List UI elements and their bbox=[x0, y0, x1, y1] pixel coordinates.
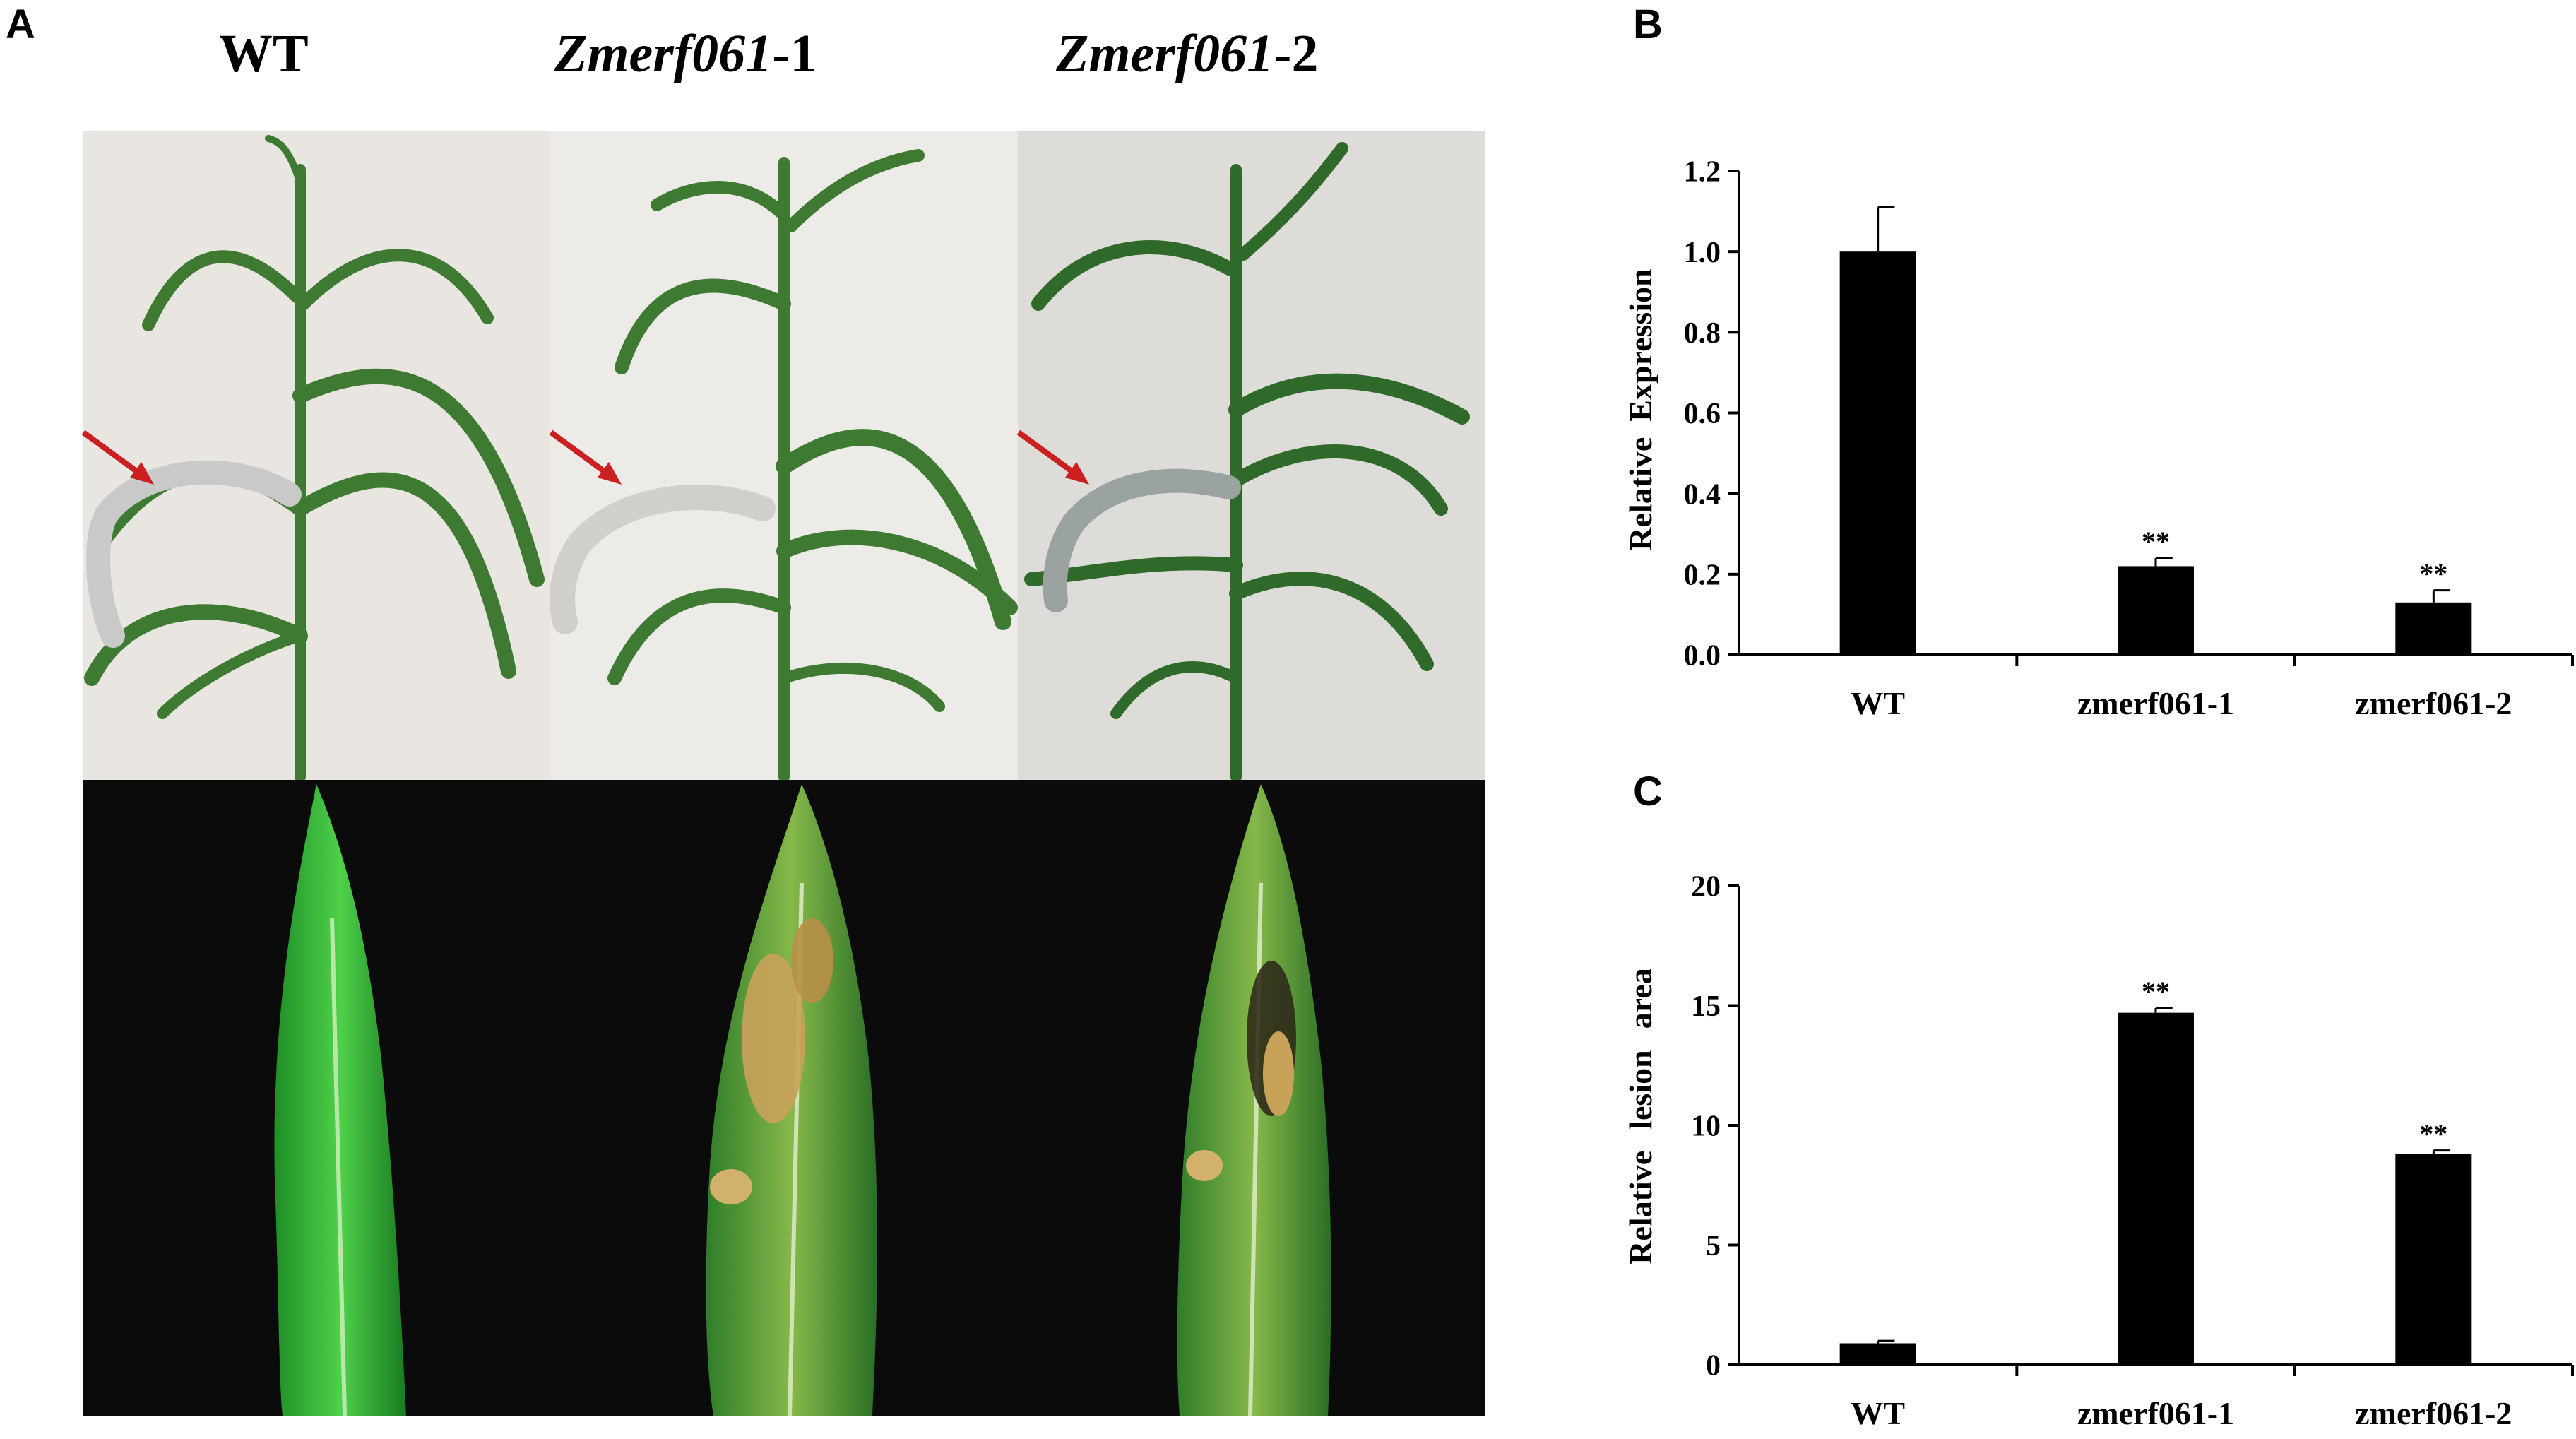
y-tick-label: 1.0 bbox=[1684, 237, 1721, 269]
y-tick-label: 10 bbox=[1691, 1111, 1721, 1143]
genotype-label-zmerf061-2: Zmerf061-2 bbox=[1056, 27, 1318, 81]
x-category-label: zmerf061-1 bbox=[2077, 685, 2234, 721]
x-category-label: zmerf061-1 bbox=[2077, 1395, 2234, 1431]
y-axis-label-word: Expression bbox=[1622, 268, 1658, 421]
chart-relative-expression: 0.0 0.2 0.4 0.6 0.8 1.0 1.2 WT ** zmerf061-1 ** zme… bbox=[1622, 156, 2574, 721]
infected-leaf-zmerf061-2 bbox=[1043, 468, 1241, 612]
plant-photo-wt bbox=[83, 131, 550, 780]
x-category-label: WT bbox=[1851, 1395, 1905, 1431]
plant-photo-zmerf061-2 bbox=[1018, 131, 1485, 780]
bar-WT bbox=[1839, 1343, 1916, 1365]
x-category-label: WT bbox=[1851, 685, 1905, 721]
y-axis-label-text: Relative Expression bbox=[1622, 268, 1658, 550]
bar-WT bbox=[1839, 251, 1916, 655]
significance-label: ** bbox=[2142, 976, 2170, 1007]
arrow-icon bbox=[81, 430, 1089, 485]
y-tick-label: 0.4 bbox=[1684, 478, 1721, 511]
y-axis-label: Relative lesion area bbox=[1622, 968, 1658, 1264]
significance-label: ** bbox=[2419, 558, 2447, 590]
lesion bbox=[710, 1169, 752, 1204]
y-tick-label: 0 bbox=[1706, 1350, 1721, 1382]
leaf-zmerf061-2 bbox=[1177, 784, 1331, 1416]
y-axis-label-word: Relative bbox=[1622, 1151, 1658, 1265]
lesion bbox=[1186, 1150, 1223, 1181]
x-category-label: zmerf061-2 bbox=[2355, 1395, 2512, 1431]
panel-label-a: A bbox=[6, 1, 35, 47]
genotype-label-wt: WT bbox=[219, 27, 309, 81]
bar-zmerf061-2 bbox=[2395, 602, 2472, 655]
leaf-midrib bbox=[330, 918, 347, 1416]
infected-leaf-wt bbox=[86, 460, 302, 648]
chart-relative-lesion-area: 0 5 10 15 20 WT ** zmerf061-1 ** zmerf061-2 Relati… bbox=[1622, 871, 2574, 1431]
significance-label: ** bbox=[2142, 526, 2170, 557]
bar-zmerf061-1 bbox=[2118, 566, 2194, 655]
significance-label: ** bbox=[2419, 1118, 2447, 1150]
maize-plant-zmerf061-1 bbox=[607, 149, 1018, 783]
y-tick-label: 20 bbox=[1691, 871, 1721, 904]
y-tick-label: 0.6 bbox=[1684, 398, 1721, 430]
y-axis-label-word: lesion bbox=[1622, 1050, 1658, 1129]
y-axis-label-word: area bbox=[1622, 968, 1658, 1029]
photo-panel-a bbox=[81, 131, 1485, 1416]
lesion bbox=[742, 954, 805, 1123]
genotype-label-zmerf061-1: Zmerf061-1 bbox=[554, 27, 817, 81]
genotype-label-italic: Zmerf061 bbox=[1056, 24, 1274, 83]
bar-zmerf061-1 bbox=[2118, 1012, 2194, 1365]
y-tick-label: 0.0 bbox=[1684, 640, 1721, 673]
bar-zmerf061-2 bbox=[2395, 1154, 2472, 1365]
infected-leaf-zmerf061-1 bbox=[550, 485, 776, 634]
lesion bbox=[1263, 1031, 1294, 1116]
y-tick-label: 1.2 bbox=[1684, 156, 1721, 189]
y-axis-label-word: Relative bbox=[1622, 437, 1658, 551]
y-tick-label: 5 bbox=[1706, 1230, 1721, 1262]
genotype-label-italic: Zmerf061 bbox=[554, 24, 773, 83]
panel-label-c: C bbox=[1633, 769, 1663, 815]
y-axis-label: Relative Expression bbox=[1622, 268, 1658, 550]
lesion bbox=[791, 918, 833, 1003]
leaf-wt bbox=[274, 784, 406, 1416]
y-tick-label: 15 bbox=[1691, 990, 1721, 1023]
y-axis-label-text: Relative lesion area bbox=[1622, 968, 1658, 1264]
x-category-label: zmerf061-2 bbox=[2355, 685, 2512, 721]
genotype-label-suffix: -2 bbox=[1274, 24, 1319, 83]
y-tick-label: 0.2 bbox=[1684, 559, 1721, 592]
panel-label-b: B bbox=[1633, 1, 1663, 47]
genotype-label-suffix: -1 bbox=[772, 24, 817, 83]
genotype-label-suffix: WT bbox=[219, 24, 309, 83]
y-tick-label: 0.8 bbox=[1684, 317, 1721, 350]
